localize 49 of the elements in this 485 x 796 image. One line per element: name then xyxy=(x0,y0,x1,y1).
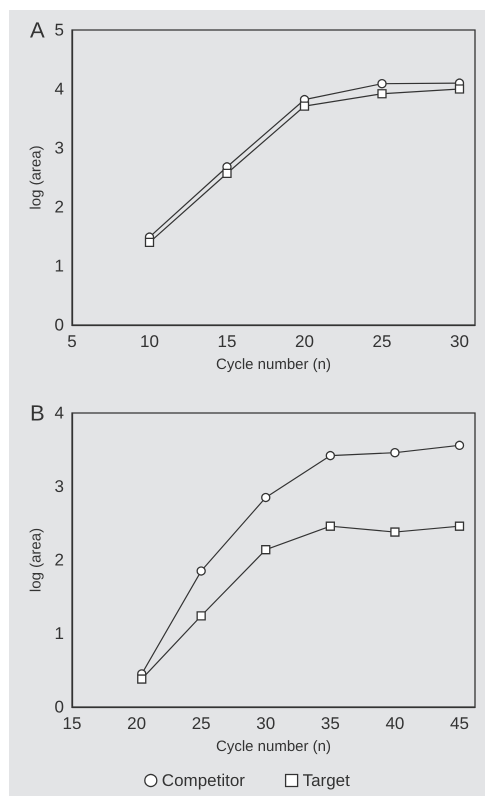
y-tick-label: 0 xyxy=(54,316,64,334)
x-tick-label: 20 xyxy=(127,714,146,733)
x-tick-label: 10 xyxy=(140,332,159,351)
x-tick-label: 25 xyxy=(372,332,392,351)
y-tick-label: 4 xyxy=(54,80,64,98)
point xyxy=(454,440,464,450)
legend-label: Competitor xyxy=(162,771,246,790)
x-tick-label: 30 xyxy=(256,714,276,733)
x-tick-label: 15 xyxy=(218,332,236,351)
y-tick-label: 4 xyxy=(54,404,64,422)
x-tick-label: 5 xyxy=(67,332,77,351)
y-axis-title: log (area) xyxy=(28,145,45,210)
point xyxy=(390,527,400,537)
y-tick-label: 5 xyxy=(54,20,64,40)
y-tick-label: 1 xyxy=(54,256,64,276)
point xyxy=(196,566,206,576)
y-tick-label: 3 xyxy=(54,138,64,158)
point xyxy=(261,545,270,554)
point xyxy=(300,101,310,111)
point xyxy=(454,84,464,94)
point xyxy=(222,168,232,178)
x-tick-label: 25 xyxy=(192,714,211,733)
x-axis-title: Cycle number (n) xyxy=(216,738,332,755)
chart-title: B xyxy=(30,400,45,426)
y-tick-label: 2 xyxy=(54,198,64,216)
x-axis-title: Cycle number (n) xyxy=(216,356,332,373)
x-tick-label: 40 xyxy=(385,714,404,733)
legend-label: Target xyxy=(302,771,350,790)
x-tick-label: 30 xyxy=(450,332,469,351)
point xyxy=(196,611,206,621)
point xyxy=(326,450,335,460)
x-tick-label: 35 xyxy=(320,714,340,733)
y-tick-label: 0 xyxy=(54,698,64,716)
y-tick-label: 1 xyxy=(54,624,64,643)
point xyxy=(377,89,387,98)
point xyxy=(454,522,464,531)
y-tick-label: 3 xyxy=(54,477,64,496)
x-tick-label: 20 xyxy=(295,332,314,351)
x-tick-label: 45 xyxy=(450,714,469,733)
point xyxy=(326,522,335,531)
x-tick-label: 15 xyxy=(62,714,82,733)
y-axis-title: log (area) xyxy=(28,528,45,592)
point xyxy=(261,492,270,502)
point xyxy=(137,674,146,684)
point xyxy=(390,448,400,458)
chart-title: A xyxy=(30,18,45,42)
y-tick-label: 2 xyxy=(54,550,64,570)
point xyxy=(377,79,387,88)
point xyxy=(144,238,154,248)
